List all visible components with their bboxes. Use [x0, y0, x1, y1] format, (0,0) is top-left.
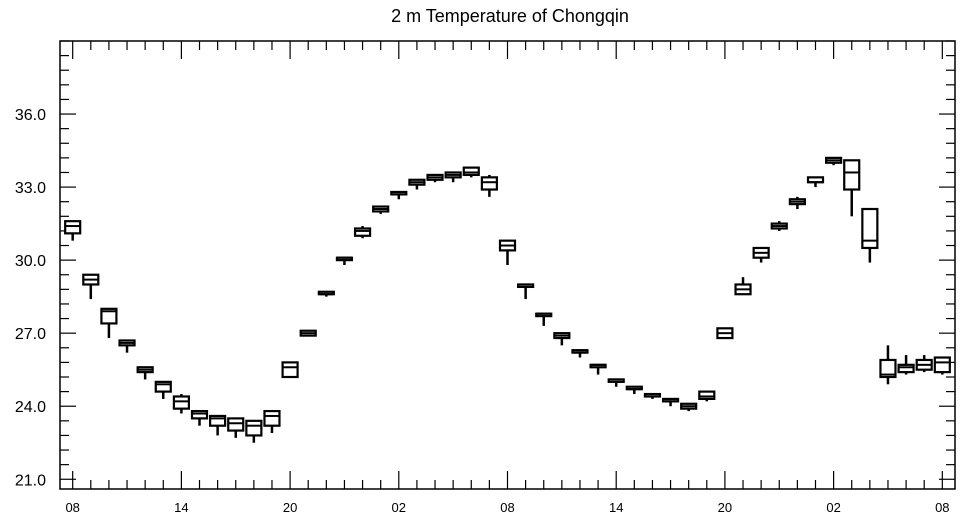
box-28 — [571, 349, 589, 358]
box-27 — [553, 332, 571, 346]
y-tick-label: 27.0 — [15, 326, 46, 343]
x-tick-label: 14 — [609, 500, 623, 515]
box-17 — [372, 205, 390, 214]
x-tick-label: 08 — [500, 500, 514, 515]
x-tick-label: 20 — [718, 500, 732, 515]
y-tick-label: 36.0 — [15, 107, 46, 124]
box-10 — [245, 419, 263, 443]
y-tick-label: 33.0 — [15, 180, 46, 197]
box-9 — [227, 417, 245, 438]
box-25 — [517, 283, 535, 300]
x-tick-label: 08 — [65, 500, 79, 515]
box-body — [263, 409, 281, 427]
x-tick-label: 08 — [935, 500, 949, 515]
box-47 — [915, 355, 933, 373]
box-43 — [843, 159, 861, 217]
box-14 — [317, 290, 335, 297]
box-39 — [770, 221, 788, 231]
box-body — [281, 361, 299, 379]
x-tick-label: 02 — [826, 500, 840, 515]
box-body — [154, 380, 172, 393]
box-8 — [209, 414, 227, 436]
box-13 — [299, 329, 317, 337]
box-46 — [897, 355, 915, 375]
box-41 — [806, 176, 825, 188]
x-tick-label: 02 — [392, 500, 406, 515]
box-3 — [118, 339, 136, 353]
boxes — [64, 156, 951, 443]
box-34 — [680, 402, 698, 412]
box-0 — [64, 220, 82, 241]
box-24 — [498, 239, 517, 265]
box-body — [353, 227, 372, 237]
box-40 — [788, 196, 806, 209]
box-5 — [154, 380, 172, 399]
chart-title: 2 m Temperature of Chongqin — [391, 6, 629, 26]
box-body — [100, 307, 118, 325]
box-36 — [716, 327, 734, 340]
box-23 — [480, 174, 498, 197]
box-body — [933, 356, 951, 374]
box-body — [897, 363, 915, 374]
axis-ticks — [60, 40, 955, 489]
box-32 — [643, 392, 662, 399]
box-body — [462, 166, 480, 177]
box-body — [861, 207, 879, 250]
axis-labels: 21.0 24.0 27.0 30.0 33.0 36.0 08 14 20 02 08 14 20 02… — [15, 107, 950, 515]
box-body — [879, 358, 897, 379]
box-body — [843, 159, 861, 191]
box-body — [190, 409, 209, 420]
box-29 — [589, 363, 607, 375]
box-6 — [172, 394, 190, 414]
box-7 — [190, 409, 209, 426]
box-42 — [825, 156, 843, 166]
box-4 — [136, 366, 154, 380]
box-37 — [734, 277, 752, 296]
box-body — [698, 390, 716, 401]
box-body — [64, 220, 82, 235]
box-12 — [281, 361, 299, 379]
box-body — [227, 417, 245, 432]
box-body — [172, 395, 190, 410]
y-tick-label: 30.0 — [15, 253, 46, 270]
box-body — [480, 176, 498, 191]
box-44 — [861, 207, 879, 263]
box-38 — [752, 246, 770, 263]
box-35 — [698, 390, 716, 402]
box-16 — [353, 226, 372, 239]
box-19 — [408, 178, 426, 190]
box-26 — [535, 312, 553, 326]
box-20 — [426, 173, 444, 183]
box-22 — [462, 166, 480, 178]
box-48 — [933, 356, 951, 375]
box-body — [209, 414, 227, 427]
y-tick-label: 21.0 — [15, 472, 46, 489]
y-tick-label: 24.0 — [15, 399, 46, 416]
box-21 — [444, 171, 462, 183]
box-15 — [335, 256, 354, 265]
x-tick-label: 14 — [174, 500, 188, 515]
box-45 — [879, 345, 897, 385]
box-30 — [607, 378, 625, 387]
box-11 — [263, 409, 281, 433]
box-2 — [100, 307, 118, 339]
box-33 — [661, 397, 680, 407]
box-1 — [82, 273, 100, 300]
box-body — [245, 419, 263, 437]
box-18 — [390, 190, 408, 200]
box-31 — [625, 385, 643, 395]
x-tick-label: 20 — [283, 500, 297, 515]
